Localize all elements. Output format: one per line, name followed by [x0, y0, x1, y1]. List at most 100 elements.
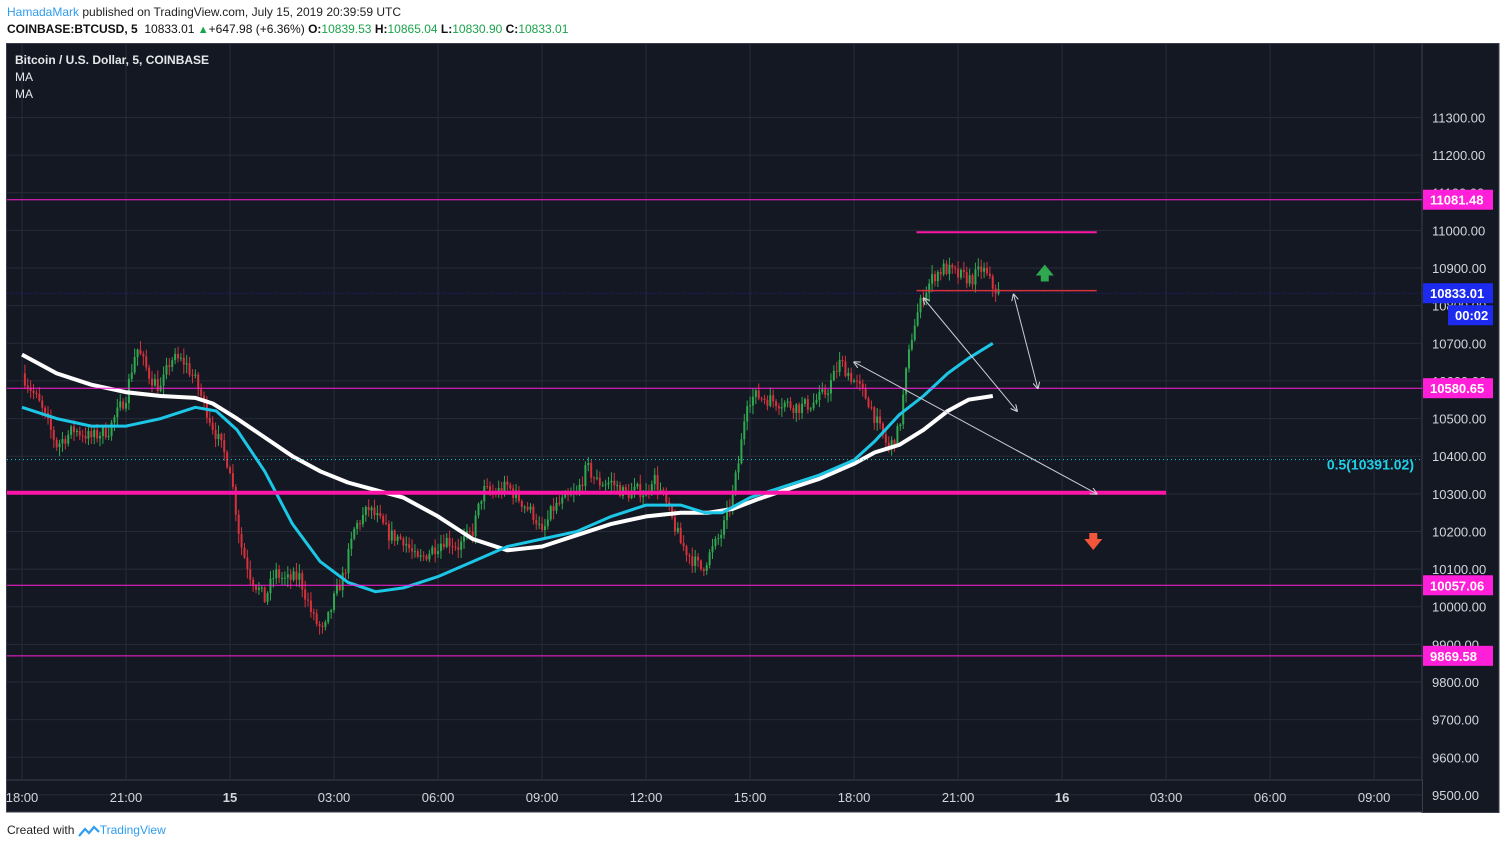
candle: [379, 504, 382, 519]
low-label: L:: [440, 22, 453, 36]
candle-body: [179, 357, 182, 359]
candle-body: [70, 426, 73, 435]
candle: [457, 538, 460, 559]
candle-body: [650, 484, 653, 492]
candle-body: [827, 393, 830, 395]
candle: [38, 387, 41, 403]
candle: [78, 426, 81, 441]
candle-body: [419, 555, 422, 557]
candle: [743, 414, 746, 446]
candle: [23, 364, 26, 390]
candle: [717, 533, 720, 545]
candle-body: [439, 543, 442, 552]
candle: [601, 481, 604, 488]
candle-body: [855, 380, 858, 382]
candle-body: [165, 365, 168, 375]
candle: [298, 564, 301, 588]
candle-body: [711, 546, 714, 553]
candle: [948, 257, 951, 281]
candle: [208, 410, 211, 427]
candle-body: [208, 417, 211, 423]
candle: [806, 395, 809, 414]
candle-body: [156, 379, 159, 391]
candle: [286, 566, 289, 587]
candle: [243, 543, 246, 560]
candle-body: [61, 439, 64, 444]
tradingview-link[interactable]: TradingView: [99, 823, 166, 837]
candle: [93, 425, 96, 445]
candle: [985, 261, 988, 277]
candle: [454, 541, 457, 551]
candle-body: [829, 380, 832, 394]
y-tick-label: 10000.00: [1432, 600, 1486, 615]
candle: [751, 388, 754, 415]
candle: [818, 385, 821, 408]
price-chart[interactable]: 9500.009600.009700.009800.009900.0010000…: [6, 43, 1500, 813]
candle: [824, 384, 827, 399]
candle: [67, 430, 70, 447]
author-link[interactable]: HamadaMark: [7, 5, 80, 19]
x-tick-label: 06:00: [1254, 790, 1287, 805]
candle-body: [780, 407, 783, 409]
candle-body: [474, 515, 477, 537]
candle: [119, 394, 122, 411]
candle: [997, 282, 1000, 296]
candle-body: [142, 353, 145, 357]
candle-body: [26, 385, 29, 388]
candle-body: [278, 569, 281, 578]
candle-body: [367, 507, 370, 511]
x-tick-label: 21:00: [110, 790, 143, 805]
plot-area: [6, 43, 1423, 781]
low-value: 10830.90: [452, 22, 503, 36]
candle: [595, 469, 598, 481]
candle: [356, 519, 359, 535]
candle: [607, 476, 610, 490]
candle: [581, 476, 584, 493]
candle-body: [942, 263, 945, 275]
y-tick-label: 10400.00: [1432, 449, 1486, 464]
candle-body: [93, 429, 96, 438]
candle-body: [725, 507, 728, 521]
candle-body: [731, 490, 734, 509]
candle-body: [214, 429, 217, 440]
candle-body: [665, 492, 668, 503]
candle: [535, 513, 538, 530]
high-label: H:: [374, 22, 388, 36]
candle: [783, 400, 786, 412]
candle-body: [593, 477, 596, 479]
candle-body: [509, 484, 512, 489]
candle-body: [795, 404, 798, 413]
candle-body: [697, 556, 700, 561]
candle-body: [422, 555, 425, 557]
candle-body: [506, 481, 509, 485]
candle: [234, 484, 237, 522]
candle-body: [523, 506, 526, 508]
candle-body: [309, 600, 312, 612]
candle-body: [283, 577, 286, 579]
x-tick-label: 18:00: [6, 790, 38, 805]
candle: [347, 543, 350, 580]
candle: [162, 366, 165, 396]
x-tick-label: 18:00: [838, 790, 871, 805]
candle: [616, 480, 619, 492]
last-price-tag: [1423, 283, 1493, 304]
candle-body: [177, 353, 180, 359]
candle-body: [133, 357, 136, 373]
open-label: O:: [308, 22, 322, 36]
candle: [188, 356, 191, 378]
candle-body: [957, 268, 960, 278]
candle-body: [595, 477, 598, 479]
candle: [445, 533, 448, 549]
candle: [110, 419, 113, 441]
candle: [838, 351, 841, 377]
candle-body: [913, 325, 916, 340]
candle-body: [884, 434, 887, 443]
y-tick-label: 10900.00: [1432, 261, 1486, 276]
candle: [737, 455, 740, 480]
candle: [275, 562, 278, 585]
candle: [480, 500, 483, 510]
candle-body: [619, 485, 622, 496]
candle: [165, 357, 168, 380]
grid: [7, 44, 1422, 796]
candle-body: [292, 571, 295, 580]
